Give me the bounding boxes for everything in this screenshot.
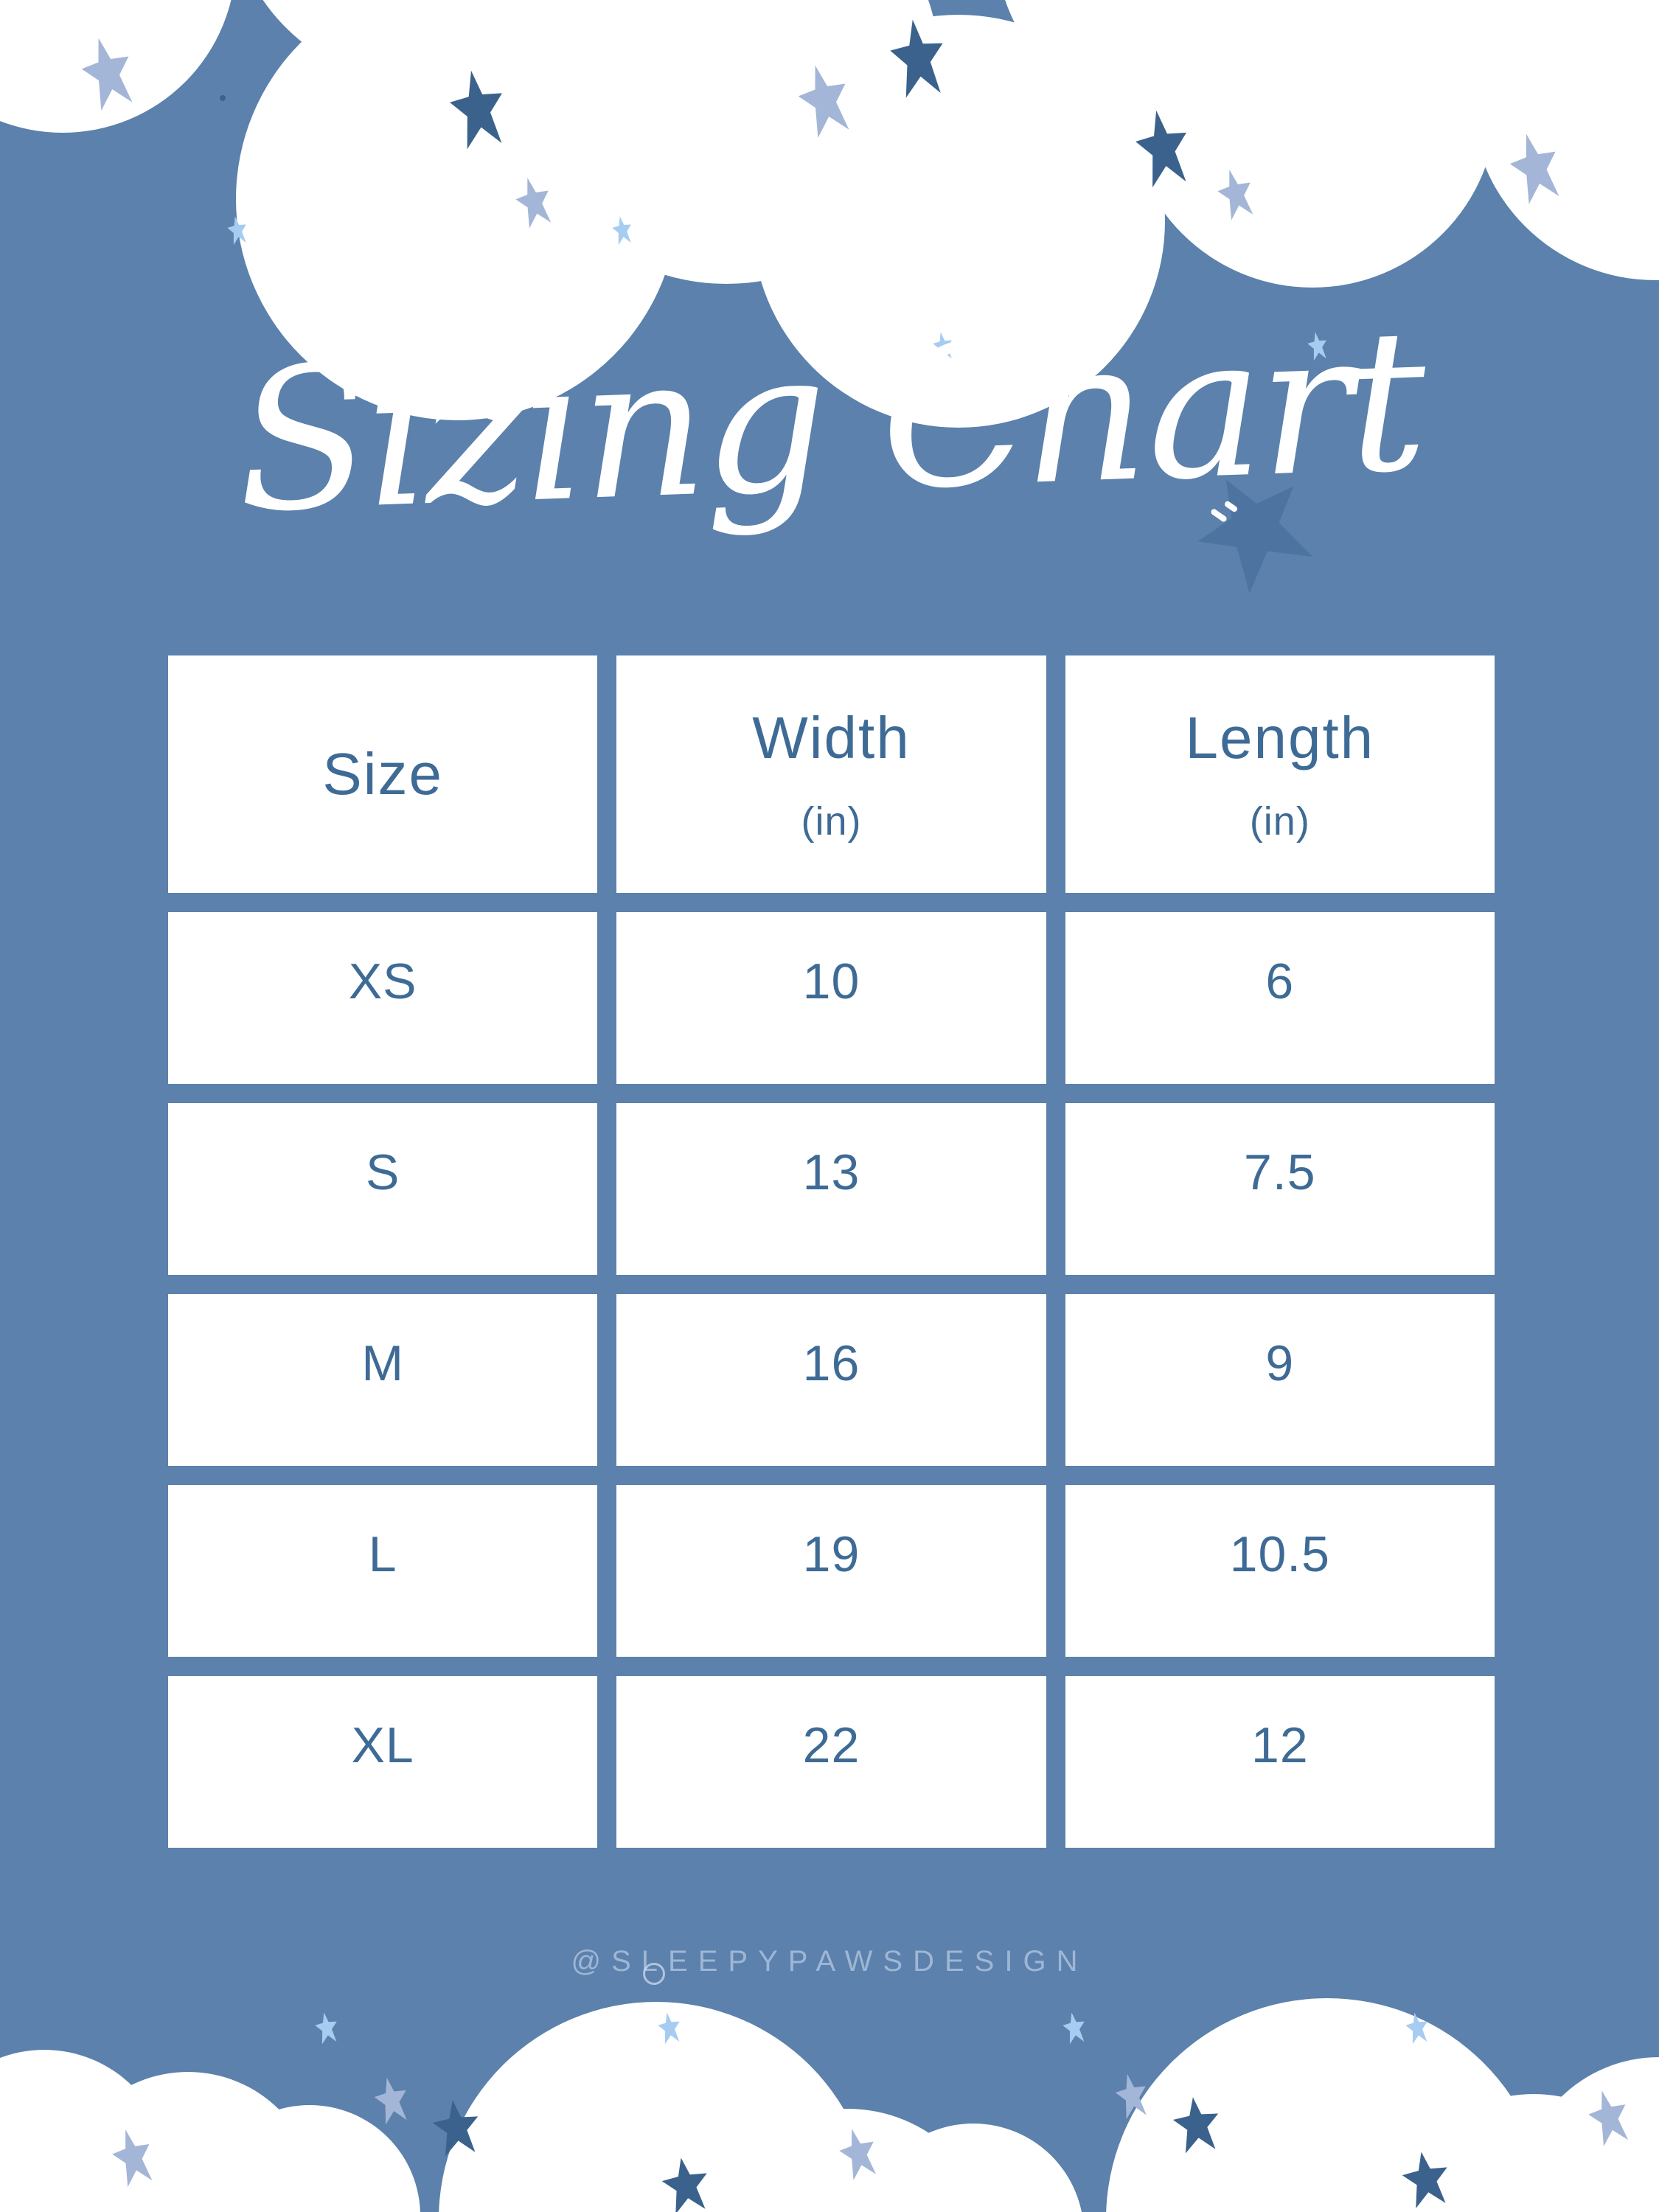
sizing-table: Size Width (in) Length (in) XS 10 6 S 13… [168, 655, 1495, 1848]
length-cell: 12 [1065, 1676, 1495, 1848]
cell-value: XL [351, 1717, 414, 1773]
length-cell: 9 [1065, 1294, 1495, 1466]
circle-outline-icon [643, 1963, 665, 1985]
cell-value: L [368, 1526, 397, 1582]
tiny-star-dot-icon [220, 95, 226, 101]
cell-value: 6 [1265, 953, 1295, 1009]
cell-value: M [361, 1335, 404, 1391]
column-label: Width [752, 705, 911, 771]
star-icon [313, 2011, 341, 2045]
width-cell: 22 [616, 1676, 1046, 1848]
column-label: Length [1185, 705, 1375, 771]
size-cell: M [168, 1294, 598, 1466]
length-cell: 7.5 [1065, 1103, 1495, 1275]
column-header-width: Width (in) [616, 655, 1046, 893]
length-cell: 10.5 [1065, 1485, 1495, 1657]
star-icon [371, 2074, 412, 2126]
column-header-length: Length (in) [1065, 655, 1495, 893]
cell-value: 19 [802, 1526, 860, 1582]
cell-value: 16 [802, 1335, 860, 1391]
width-cell: 10 [616, 912, 1046, 1084]
column-unit: (in) [1249, 799, 1310, 844]
column-label: Size [322, 741, 443, 807]
brand-handle: @SLEEPYPAWSDESIGN [571, 1945, 1088, 1978]
column-header-size: Size [168, 655, 598, 893]
cloud-shape [1471, 0, 1659, 280]
cell-value: 22 [802, 1717, 860, 1773]
size-cell: XS [168, 912, 598, 1084]
cell-value: 7.5 [1244, 1144, 1316, 1200]
page-title: Sizing Chart [233, 288, 1426, 556]
cell-value: XS [348, 953, 417, 1009]
width-cell: 13 [616, 1103, 1046, 1275]
star-icon [1061, 2011, 1088, 2045]
length-cell: 6 [1065, 912, 1495, 1084]
cloud-shape [1519, 2057, 1659, 2212]
size-cell: S [168, 1103, 598, 1275]
cell-value: 10.5 [1229, 1526, 1330, 1582]
width-cell: 16 [616, 1294, 1046, 1466]
cell-value: S [365, 1144, 400, 1200]
cell-value: 10 [802, 953, 860, 1009]
size-cell: XL [168, 1676, 598, 1848]
cell-value: 13 [802, 1144, 860, 1200]
cell-value: 9 [1265, 1335, 1295, 1391]
cell-value: 12 [1251, 1717, 1309, 1773]
column-unit: (in) [801, 799, 862, 844]
size-cell: L [168, 1485, 598, 1657]
width-cell: 19 [616, 1485, 1046, 1657]
